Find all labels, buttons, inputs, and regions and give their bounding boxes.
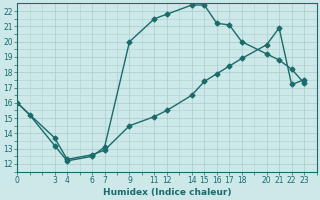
X-axis label: Humidex (Indice chaleur): Humidex (Indice chaleur) bbox=[103, 188, 231, 197]
